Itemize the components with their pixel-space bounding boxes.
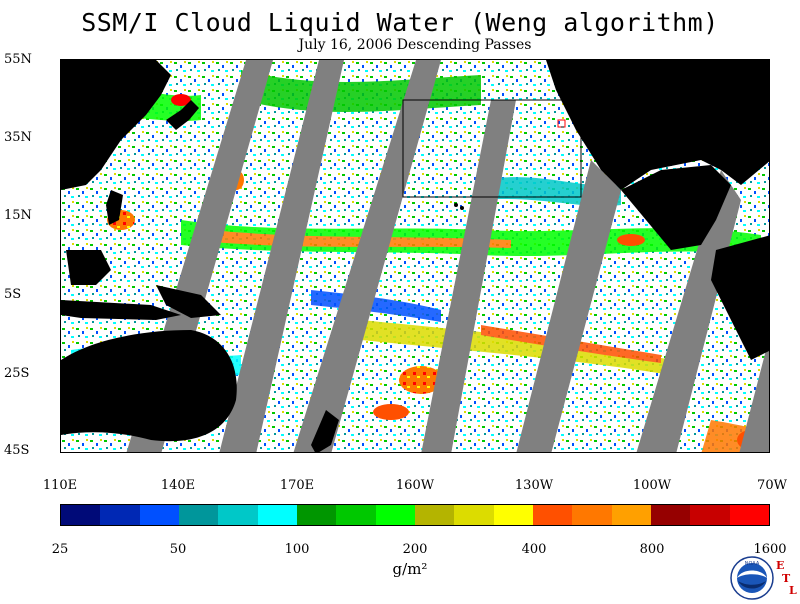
lat-label-5s: 5S	[4, 287, 22, 302]
lat-label-55n: 55N	[4, 52, 32, 67]
color-swatch-0	[61, 505, 101, 525]
lon-label-170e: 170E	[279, 478, 315, 493]
noaa-emblem-icon: NOAA	[730, 556, 774, 600]
color-swatch-5	[257, 505, 297, 525]
color-swatch-15	[650, 505, 691, 525]
scale-label-25: 25	[51, 542, 69, 557]
chart-title: SSM/I Cloud Liquid Water (Weng algorithm…	[81, 8, 719, 37]
color-swatch-3	[178, 505, 219, 525]
color-swatch-17	[729, 505, 769, 525]
lon-label-130w: 130W	[514, 478, 554, 493]
units-label: g/m²	[392, 560, 428, 578]
svg-text:NOAA: NOAA	[745, 561, 760, 567]
color-swatch-4	[218, 505, 258, 525]
color-swatch-12	[532, 505, 573, 525]
color-swatch-2	[139, 505, 179, 525]
color-swatch-14	[611, 505, 651, 525]
land-masses	[61, 60, 769, 452]
noaa-logo: NOAA	[730, 556, 774, 604]
color-swatch-11	[493, 505, 533, 525]
lon-label-70w: 70W	[757, 478, 787, 493]
lat-label-25s: 25S	[4, 366, 30, 381]
color-swatch-6	[296, 505, 337, 525]
color-swatch-16	[690, 505, 730, 525]
color-scale-bar	[60, 504, 770, 526]
lon-label-160w: 160W	[395, 478, 435, 493]
site-marker	[557, 119, 566, 128]
color-swatch-10	[454, 505, 494, 525]
chart-subtitle: July 16, 2006 Descending Passes	[298, 37, 532, 53]
logo-letter-t: T	[782, 572, 791, 585]
scale-label-1600: 1600	[753, 542, 787, 557]
lon-label-110e: 110E	[42, 478, 78, 493]
color-swatch-9	[414, 505, 455, 525]
logo-letter-e: E	[776, 559, 785, 572]
map-svg	[61, 60, 769, 452]
lon-label-140e: 140E	[160, 478, 196, 493]
color-swatch-13	[572, 505, 612, 525]
lat-label-35n: 35N	[4, 130, 32, 145]
color-swatch-8	[375, 505, 415, 525]
region-box	[402, 99, 582, 198]
scale-label-50: 50	[169, 542, 187, 557]
scale-label-100: 100	[284, 542, 310, 557]
lat-label-15n: 15N	[4, 208, 32, 223]
scale-label-400: 400	[521, 542, 547, 557]
color-swatch-7	[336, 505, 376, 525]
color-swatch-1	[100, 505, 140, 525]
logo-letter-l: L	[789, 584, 797, 597]
lat-label-45s: 45S	[4, 443, 30, 458]
map-panel	[60, 59, 770, 453]
scale-label-200: 200	[402, 542, 428, 557]
scale-label-800: 800	[639, 542, 665, 557]
lon-label-100w: 100W	[632, 478, 672, 493]
